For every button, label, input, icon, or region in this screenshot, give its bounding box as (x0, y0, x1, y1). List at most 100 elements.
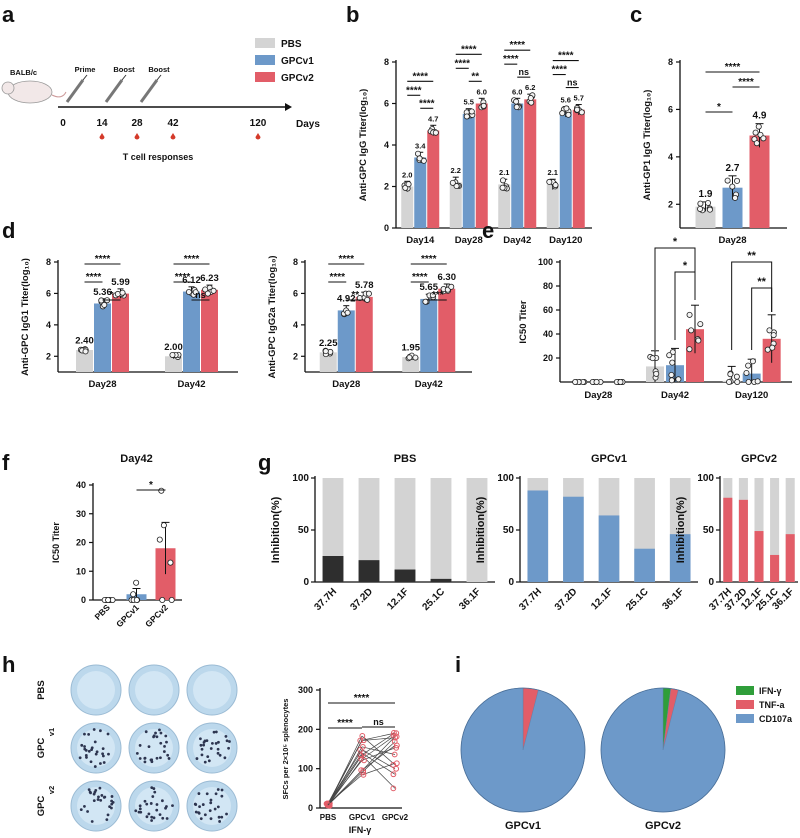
panel-d1-point (185, 289, 192, 296)
panel-d1-point (210, 287, 217, 294)
panel-e-point (766, 327, 773, 334)
panel-d1-bar-gpcv2 (201, 289, 218, 372)
panel-e-point (649, 355, 656, 362)
elispot-spot (164, 734, 168, 738)
panel-g-gpcv1-xtick-label: 37.2D (553, 586, 580, 613)
panel-d1-value-label: 5.99 (111, 277, 130, 288)
panel-b-bar-gpcv1 (511, 103, 524, 228)
panel-i-pie-outline (460, 687, 586, 813)
elispot-spot (102, 761, 106, 764)
panel-e-point (697, 321, 704, 328)
panel-d2-sig-label: **** (421, 254, 437, 265)
panel-b-bar-pbs (401, 186, 414, 228)
panel-d2-sig-label: **** (329, 272, 345, 283)
panel-d1-value-label: 2.00 (164, 342, 183, 353)
panel-c-sig-label: **** (738, 77, 754, 88)
panel-g-gpcv1-xtick-label: 36.1F (660, 586, 686, 612)
elispot-spot (163, 744, 166, 748)
panel-h-link-line (361, 752, 396, 775)
panel-f-point (168, 597, 175, 604)
panel-e-point (668, 371, 675, 378)
elispot-spot (220, 794, 224, 798)
panel-b-point (563, 105, 570, 112)
panel-d1-sig-label: ns (195, 290, 206, 300)
panel-h-point (357, 737, 364, 744)
elispot-spot (216, 805, 220, 809)
panel-c-xtick-label: Day28 (719, 235, 747, 246)
elispot-spot (200, 747, 204, 751)
elispot-spot (208, 809, 212, 813)
timepoint-label: 14 (96, 118, 108, 129)
panel-f-ytick-label: 30 (76, 509, 86, 519)
elispot-spot (159, 741, 163, 745)
panel-d2-bar-gpcv2 (438, 288, 456, 372)
elispot-spot (195, 757, 199, 760)
panel-f-point (158, 487, 165, 494)
panel-f-ytick-label: 20 (76, 538, 86, 548)
panel-f-xtick-label: GPCv1 (114, 602, 141, 629)
elispot-spot (138, 807, 142, 811)
elispot-spot (94, 788, 98, 792)
panel-g-pbs-xtick-label: 25.1C (420, 586, 447, 613)
panel-g-gpcv2-bar-background (785, 478, 795, 582)
syringe-icon (104, 79, 124, 103)
panel-f-ytick-label: 10 (76, 566, 86, 576)
panel-b-point (513, 98, 520, 105)
panel-g-gpcv2-bar (785, 534, 795, 582)
panel-g-pbs-xtick-label: 12.1F (385, 586, 411, 612)
panel-h-xtick-label: PBS (320, 813, 337, 822)
panel-c-point (697, 200, 704, 207)
panel-d2-ytick-label: 2 (293, 351, 298, 361)
panel-d2-bar-pbs (319, 352, 337, 372)
elispot-spot (214, 742, 218, 745)
panel-b-point (559, 110, 566, 117)
panel-b-bar-gpcv1 (462, 113, 475, 228)
elispot-spot (150, 786, 154, 790)
panel-d2-bar-gpcv2 (355, 296, 373, 372)
panel-d2-bar-gpcv1 (337, 310, 355, 372)
panel-g-gpcv1-bar (563, 496, 584, 582)
tcell-label: T cell responses (123, 152, 194, 162)
panel-e-sig-label: ** (747, 250, 756, 262)
panel-g-pbs-bar (394, 569, 416, 582)
panel-h-link-line (361, 736, 396, 771)
elispot-spot (203, 760, 207, 764)
panel-d2-value-label: 6.30 (438, 272, 457, 283)
panel-b-point (499, 177, 506, 184)
elispot-spot (105, 818, 109, 822)
panel-f-ytick-label: 40 (76, 480, 86, 490)
panel-d1-point (82, 348, 89, 355)
panel-d1-point (169, 351, 176, 358)
elispot-spot (218, 820, 222, 823)
panel-d2-value-label: 1.95 (402, 343, 421, 354)
elispot-spot (111, 800, 115, 804)
panel-d1-point (202, 286, 209, 293)
panel-e-point (769, 344, 776, 351)
elispot-spot (216, 751, 220, 755)
panel-h-link-line (361, 745, 396, 771)
elispot-spot (225, 739, 229, 743)
elispot-spot (87, 732, 91, 736)
panel-h-point (361, 757, 367, 764)
panel-c-value-label: 2.7 (726, 163, 740, 174)
elispot-spot (151, 795, 155, 798)
panel-g-gpcv2-bar-background (754, 478, 764, 582)
panel-e-ylabel: IC50 Titer (518, 300, 529, 343)
panel-g-pbs-ytick-label: 100 (292, 473, 309, 484)
panel-d1-point (119, 289, 126, 296)
panel-h-ylabel: SFCs per 2×10⁵ splenocytes (281, 699, 290, 800)
elispot-spot (86, 810, 89, 813)
panel-g-gpcv2-ylabel: Inhibition(%) (675, 496, 687, 563)
elispot-spot (154, 731, 157, 735)
elispot-spot (83, 747, 87, 751)
panel-b-point (574, 106, 581, 113)
panel-letter-c: c (630, 2, 642, 27)
panel-b-bar-gpcv2 (475, 103, 488, 228)
panel-h-sig-label: **** (354, 693, 370, 704)
panel-i-pie-slice-cd107a (600, 687, 726, 813)
red-drop-icon (99, 133, 105, 140)
elispot-spot (99, 729, 102, 733)
panel-b-point (546, 178, 553, 185)
panel-e-point (669, 359, 676, 366)
panel-b-point (480, 102, 487, 109)
